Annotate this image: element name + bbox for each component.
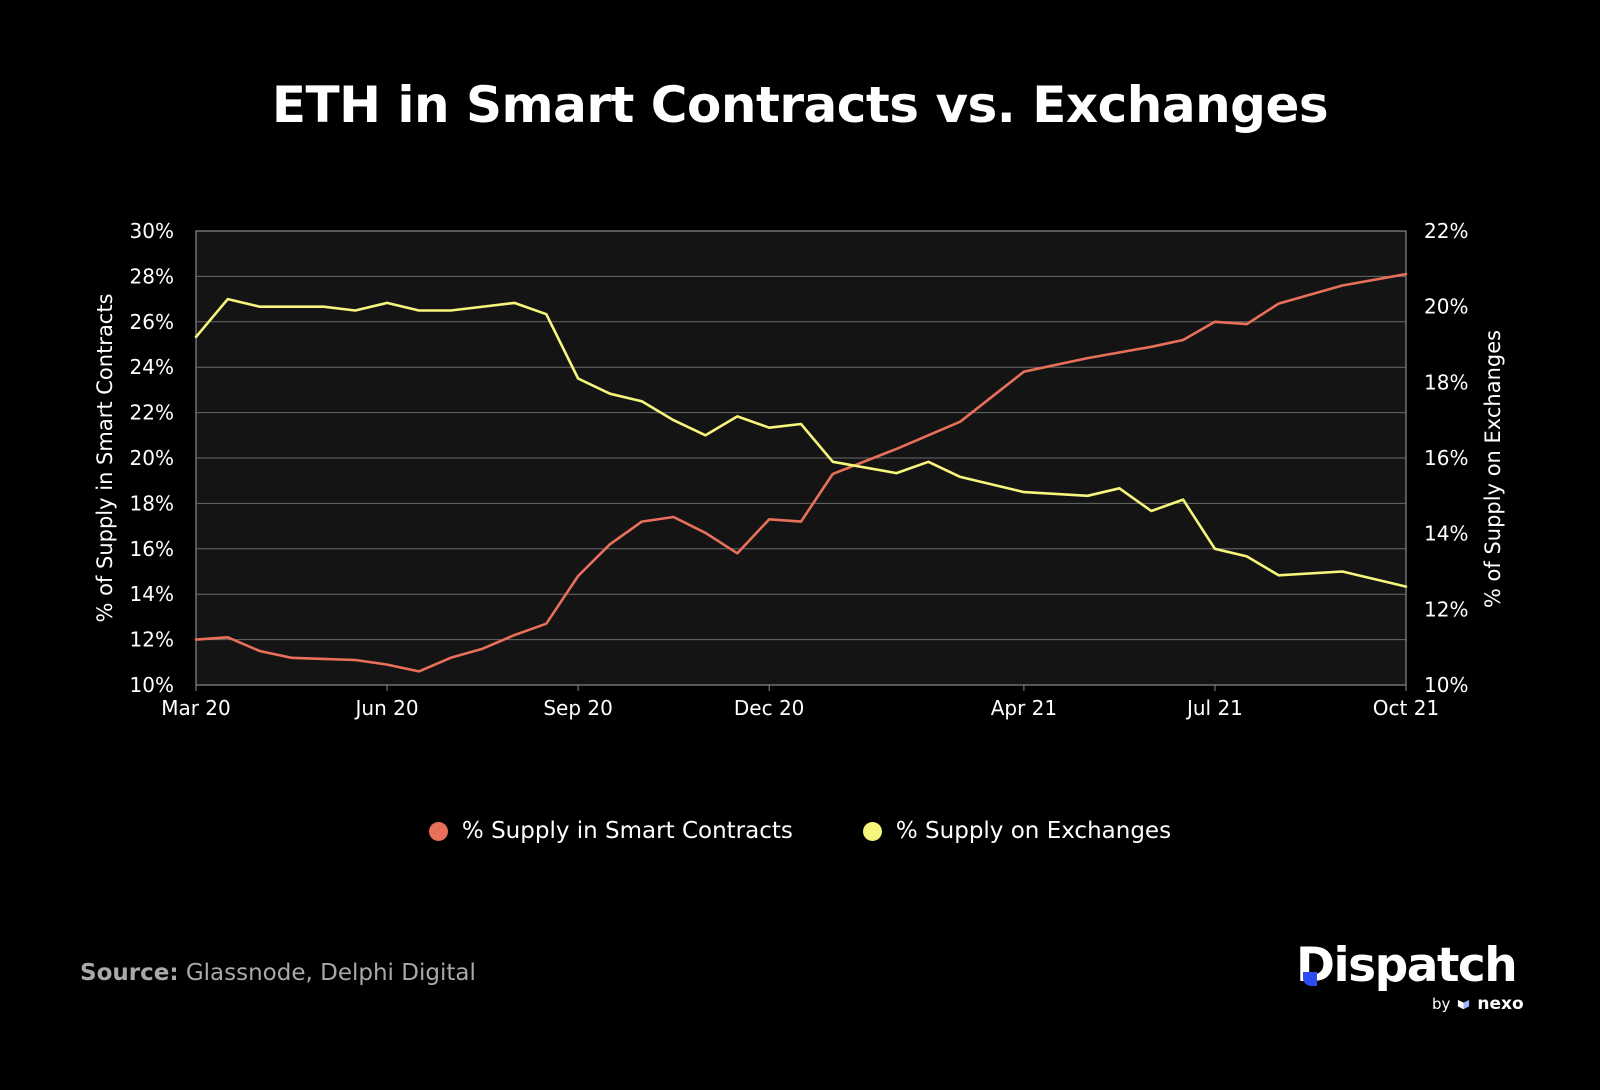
chart: 10% 12% 14% 16% 18% 20% 22% 24% 26% 28% 30% 10% 12%… (93, 219, 1505, 720)
right-tick-label: 20% (1424, 295, 1468, 319)
source-text: Glassnode, Delphi Digital (178, 960, 476, 986)
right-tick-label: 14% (1424, 522, 1468, 546)
x-tick-label: Mar 20 (161, 696, 231, 720)
right-tick-label: 16% (1424, 446, 1468, 470)
brand-wordmark: Dispatch (1296, 938, 1518, 993)
x-tick-label: Jul 21 (1185, 696, 1243, 720)
legend-label-exchanges: % Supply on Exchanges (895, 818, 1172, 844)
brand-accent-mark (1303, 972, 1317, 986)
right-tick-label: 22% (1424, 219, 1468, 243)
source-label: Source: (80, 960, 179, 986)
x-tick-label: Dec 20 (734, 696, 805, 720)
right-axis-title: % of Supply on Exchanges (1481, 330, 1505, 608)
left-tick-label: 18% (130, 491, 174, 515)
legend: % Supply in Smart Contracts % Supply on … (0, 818, 1600, 844)
left-tick-label: 26% (130, 310, 174, 334)
brand-partner: nexo (1477, 994, 1524, 1014)
left-tick-label: 12% (130, 628, 174, 652)
x-tick-label: Apr 21 (991, 696, 1057, 720)
legend-label-smart-contracts: % Supply in Smart Contracts (461, 818, 793, 844)
chart-title: ETH in Smart Contracts vs. Exchanges (271, 76, 1329, 134)
right-tick-label: 12% (1424, 597, 1468, 621)
dispatch-logo[interactable]: Dispatch by nexo (1296, 938, 1536, 1015)
right-tick-label: 10% (1424, 673, 1468, 697)
legend-dot-smart-contracts (428, 821, 448, 841)
x-axis-ticks: Mar 20 Jun 20 Sep 20 Dec 20 Apr 21 Jul 21 Oct … (161, 685, 1439, 720)
series-lines (194, 272, 1408, 673)
left-axis-ticks: 10% 12% 14% 16% 18% 20% 22% 24% 26% 28% 30% (130, 219, 174, 697)
left-tick-label: 14% (130, 582, 174, 606)
gridlines (196, 275, 1406, 641)
x-tick-label: Sep 20 (543, 696, 613, 720)
source-note: Source: Glassnode, Delphi Digital (80, 960, 476, 986)
right-axis-ticks: 10% 12% 14% 16% 18% 20% 22% (1424, 219, 1468, 697)
legend-item-exchanges[interactable]: % Supply on Exchanges (862, 818, 1172, 844)
x-tick-label: Jun 20 (354, 696, 419, 720)
left-tick-label: 20% (130, 446, 174, 470)
left-tick-label: 28% (130, 264, 174, 288)
left-axis-title: % of Supply in Smart Contracts (93, 293, 117, 622)
series-line-supply-in-smart-contracts (194, 272, 1408, 673)
left-tick-label: 30% (130, 219, 174, 243)
left-tick-label: 22% (130, 401, 174, 425)
brand-by: by (1432, 995, 1451, 1013)
legend-dot-exchanges (862, 821, 882, 841)
left-tick-label: 16% (130, 537, 174, 561)
legend-item-smart-contracts[interactable]: % Supply in Smart Contracts (428, 818, 793, 844)
left-tick-label: 24% (130, 355, 174, 379)
brand-byline: by nexo (1432, 994, 1524, 1014)
series-line-supply-on-exchanges (194, 297, 1408, 588)
left-tick-label: 10% (130, 673, 174, 697)
right-tick-label: 18% (1424, 370, 1468, 394)
nexo-logo-icon (1458, 999, 1470, 1009)
x-tick-label: Oct 21 (1373, 696, 1439, 720)
